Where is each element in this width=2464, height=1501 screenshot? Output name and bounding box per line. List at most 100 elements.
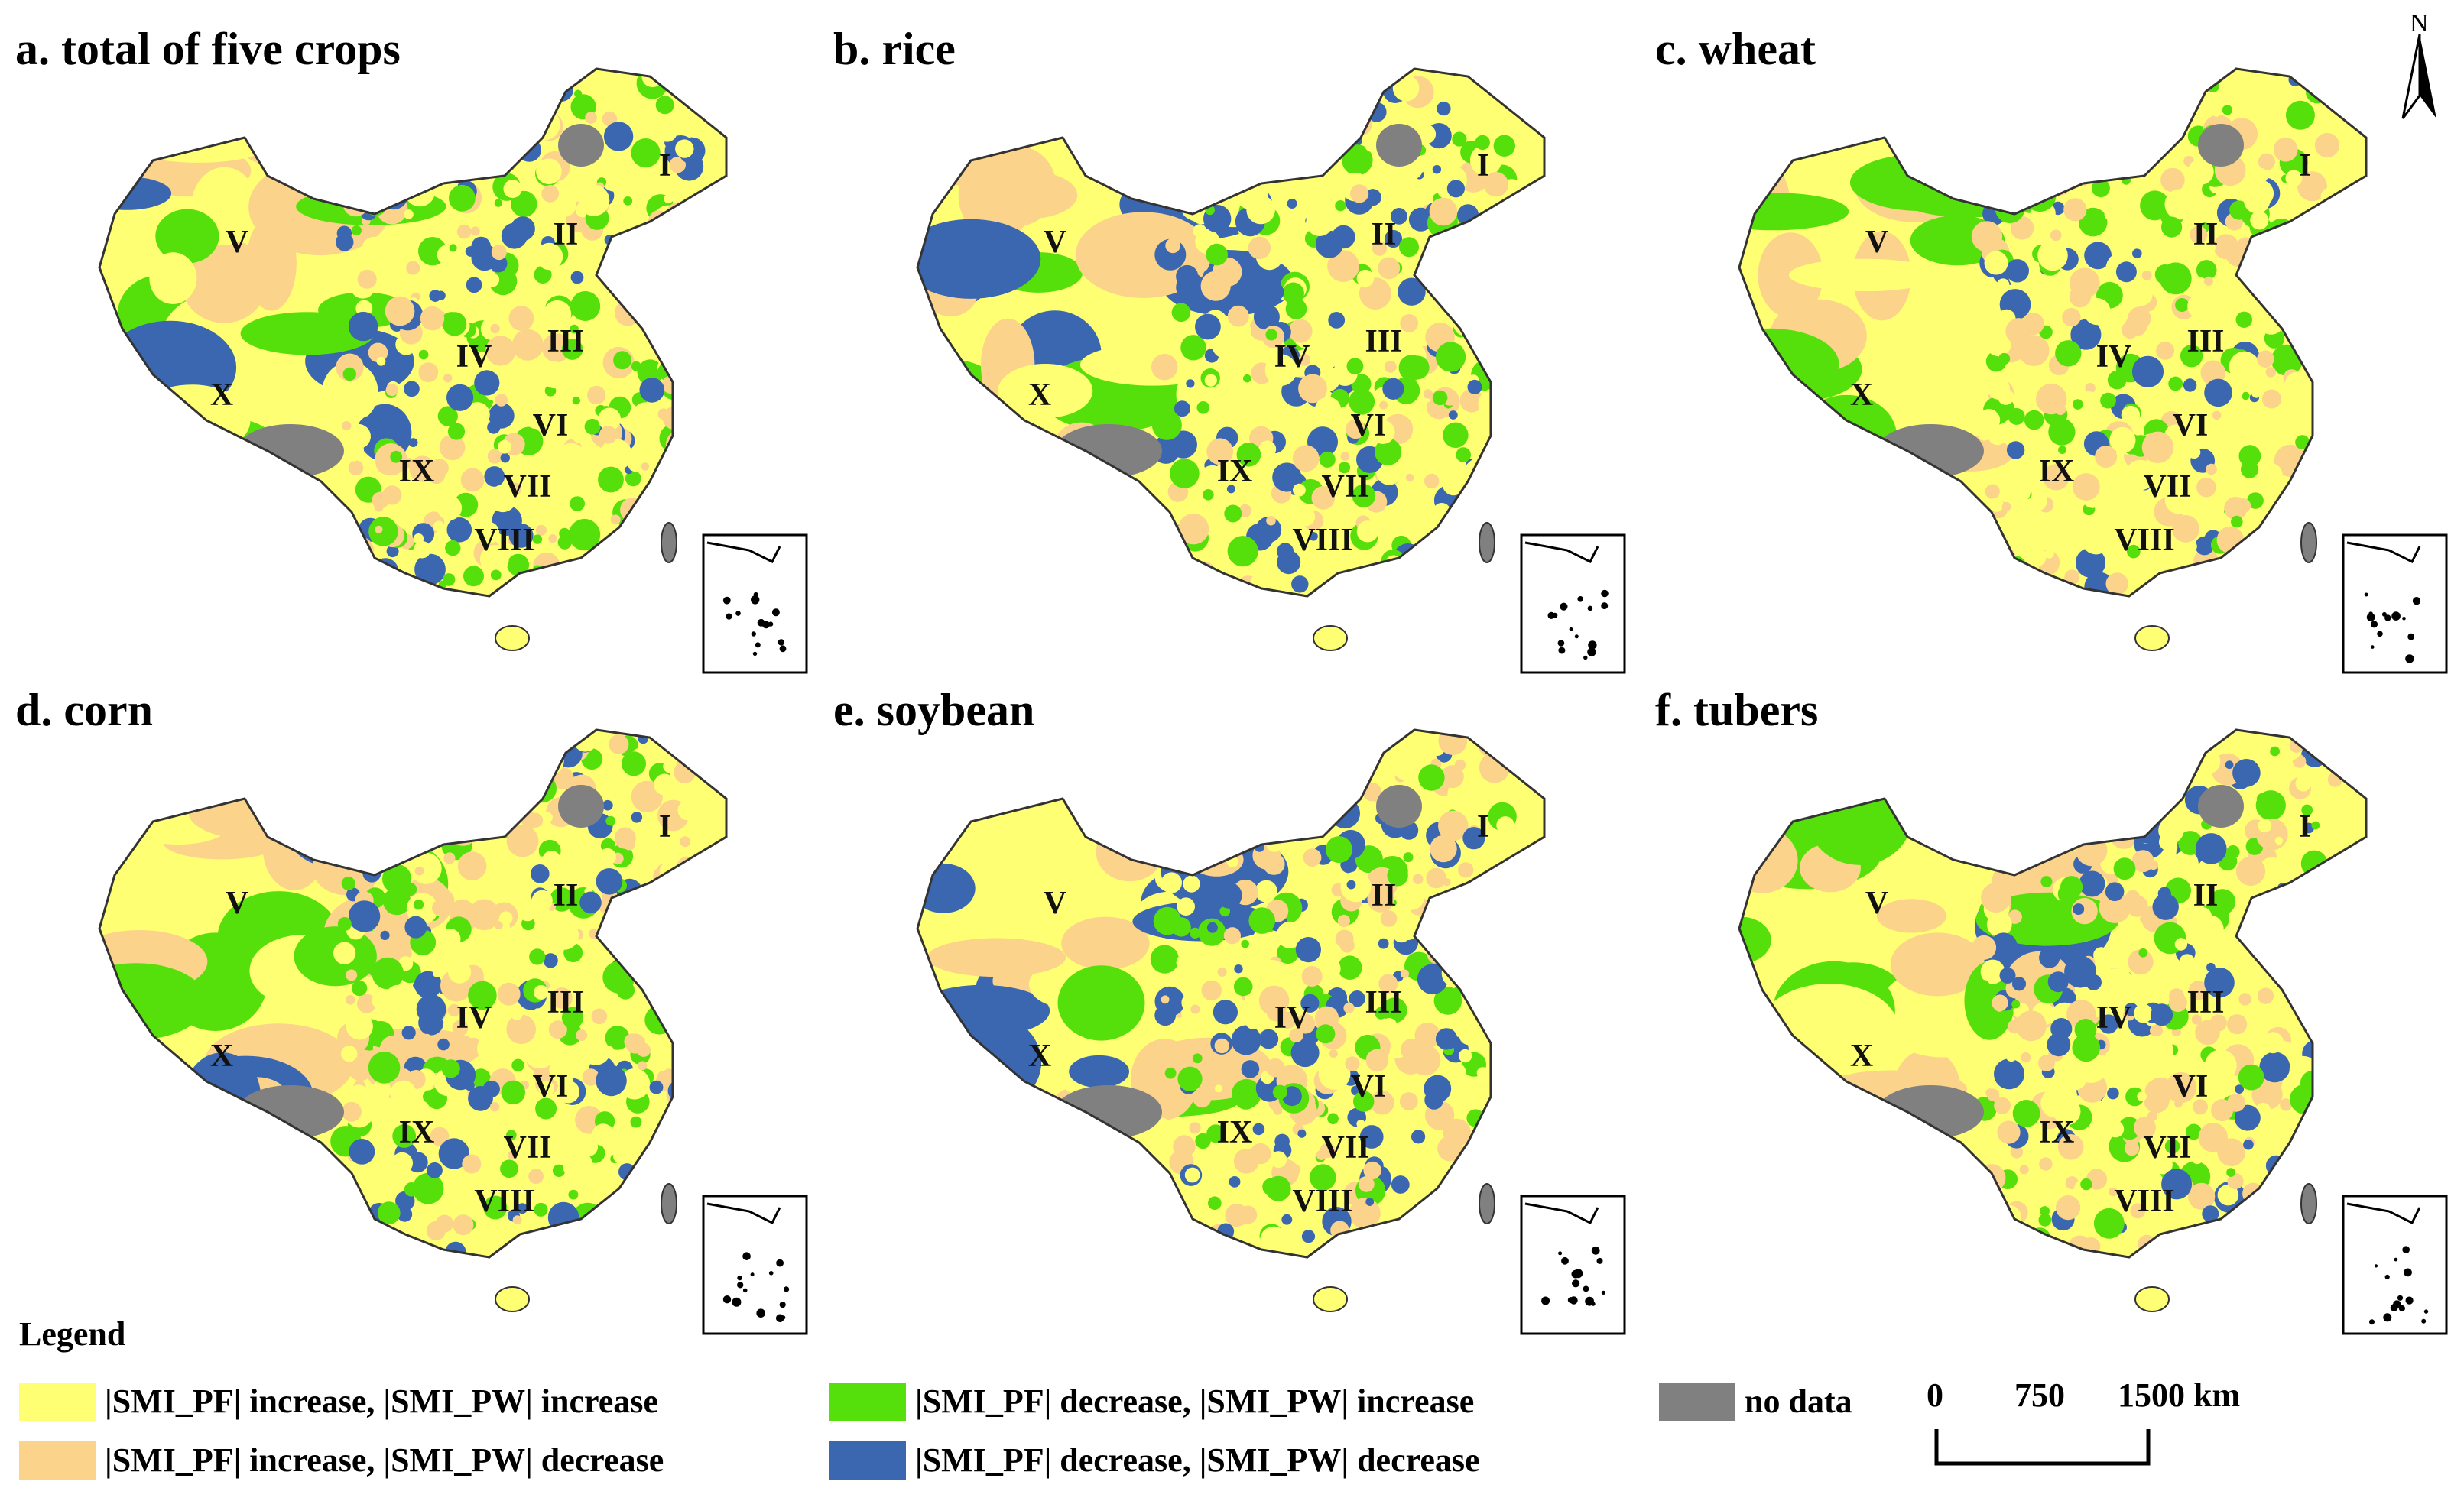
legend-label: |SMI_PF| increase, |SMI_PW| increase xyxy=(105,1383,658,1420)
map-patch xyxy=(2258,462,2283,488)
map-patch xyxy=(443,374,453,383)
region-label: VIII xyxy=(2114,1184,2174,1219)
map-patch xyxy=(2153,745,2172,764)
inset-island xyxy=(2404,1268,2412,1277)
map-patch xyxy=(414,416,424,424)
map-patch xyxy=(623,290,644,312)
inset-island xyxy=(1583,1285,1589,1292)
map-patch xyxy=(1245,1014,1261,1029)
map-patch xyxy=(436,1214,453,1233)
map-patch xyxy=(1451,280,1474,303)
map-patch xyxy=(457,142,475,160)
map-patch xyxy=(315,794,421,829)
map-patch xyxy=(1483,1014,1493,1024)
map-patch xyxy=(1153,906,1182,935)
inset-island xyxy=(753,592,758,597)
map-patch xyxy=(522,579,543,596)
map-patch xyxy=(1349,1198,1381,1229)
map-patch xyxy=(679,319,701,341)
map-patch xyxy=(2222,105,2232,115)
map-patch xyxy=(585,112,597,124)
legend-swatch xyxy=(829,1382,906,1421)
map-patch xyxy=(408,131,437,158)
map-patch xyxy=(349,1139,375,1165)
map-patch xyxy=(351,739,369,757)
map-patch xyxy=(2063,198,2087,222)
map-patch xyxy=(1311,486,1336,510)
map-patch xyxy=(609,734,629,754)
map-patch xyxy=(2087,1189,2108,1210)
map-patch xyxy=(2204,378,2232,407)
map-patch xyxy=(2109,1187,2118,1197)
map-patch xyxy=(1739,431,1809,473)
map-patch xyxy=(670,351,691,373)
map-patch xyxy=(433,968,442,977)
map-patch xyxy=(2043,464,2070,491)
map-patch xyxy=(547,449,573,475)
island xyxy=(2300,1183,2317,1224)
map-patch xyxy=(1739,828,1798,893)
map-patch xyxy=(1466,1109,1485,1127)
map-patch xyxy=(660,258,690,287)
map-patch xyxy=(670,267,690,287)
map-patch xyxy=(1990,175,2013,198)
map-patch xyxy=(1438,1200,1453,1214)
map-patch xyxy=(2155,124,2175,143)
map-patch xyxy=(482,1080,500,1098)
map-patch xyxy=(548,534,557,543)
region-label: III xyxy=(547,324,584,359)
map-patch xyxy=(427,747,440,760)
map-patch xyxy=(506,1130,517,1140)
map-patch xyxy=(683,1097,695,1110)
map-patch xyxy=(677,800,698,821)
map-patch xyxy=(1446,525,1476,556)
region-label: VI xyxy=(2173,1069,2209,1104)
map-patch xyxy=(605,550,631,575)
map-patch xyxy=(1467,379,1482,394)
map-patch xyxy=(672,997,682,1006)
map-patch xyxy=(1326,1007,1337,1020)
map-patch xyxy=(1971,549,2001,579)
map-patch xyxy=(2105,572,2128,595)
map-patch xyxy=(463,566,484,587)
map-patch xyxy=(1208,1196,1222,1210)
region-label: III xyxy=(2186,324,2224,359)
map-patch xyxy=(1264,354,1297,387)
map-patch xyxy=(1437,101,1451,116)
map-patch xyxy=(1167,780,1200,813)
inset-island xyxy=(1558,647,1566,654)
map-patch xyxy=(531,890,553,911)
map-patch xyxy=(488,96,506,114)
map-patch xyxy=(346,160,357,171)
map-patch xyxy=(469,1037,479,1049)
map-patch xyxy=(1340,1245,1363,1257)
country-outline xyxy=(916,728,1546,1259)
map-patch xyxy=(512,578,523,588)
map-patch xyxy=(1502,878,1521,897)
map-patch xyxy=(2083,298,2111,326)
map-patch xyxy=(657,122,677,142)
map-patch xyxy=(416,994,446,1024)
region-label: II xyxy=(554,217,579,252)
map-patch xyxy=(2329,734,2340,744)
map-patch xyxy=(2095,446,2118,468)
map-patch xyxy=(674,287,701,315)
map-patch xyxy=(1154,986,1185,1016)
map-patch xyxy=(489,786,506,804)
map-patch xyxy=(1488,193,1519,225)
map-patch xyxy=(1190,1004,1200,1014)
map-patch xyxy=(1245,80,1268,102)
map-patch xyxy=(348,787,378,817)
map-patch xyxy=(2037,240,2068,271)
map-patch xyxy=(498,439,511,454)
map-patch xyxy=(2050,229,2062,242)
map-patch xyxy=(1460,898,1493,930)
map-patch xyxy=(473,80,482,90)
map-patch xyxy=(2073,391,2103,421)
map-patch xyxy=(1998,773,2011,785)
map-patch xyxy=(2153,1155,2173,1175)
map-patch xyxy=(2060,812,2077,828)
map-patch xyxy=(2064,569,2080,585)
map-patch xyxy=(1295,937,1321,963)
map-patch xyxy=(460,158,477,175)
